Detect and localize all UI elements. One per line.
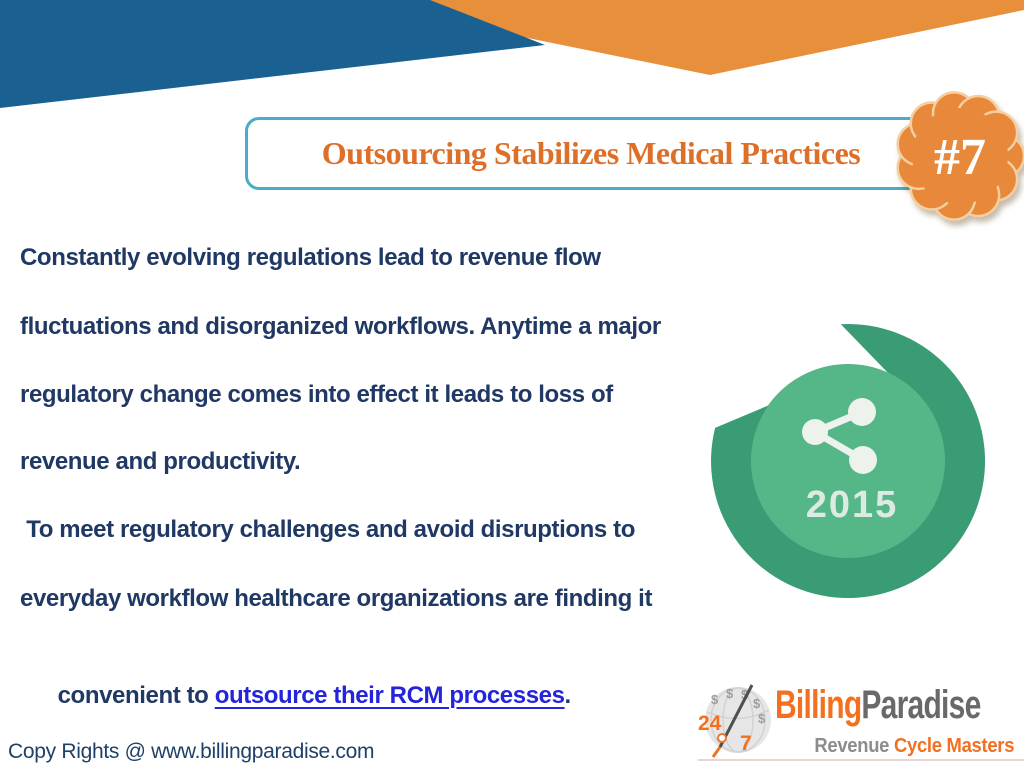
brand-billing: Billing: [775, 683, 862, 727]
clock-pivot: [717, 733, 727, 743]
hours-24-label: 24: [698, 712, 722, 735]
number-badge: #7: [896, 91, 1024, 221]
brand-tagline: Revenue Cycle Masters: [814, 735, 1014, 758]
body-line-4: revenue and productivity.: [20, 448, 301, 475]
badge-number-label: #7: [934, 129, 986, 186]
year-roundel: 2015: [711, 324, 986, 599]
body-line-6: everyday workflow healthcare organizatio…: [20, 585, 653, 612]
rcm-processes-link[interactable]: outsource their RCM processes: [214, 682, 565, 709]
banner-orange-shape: [340, 0, 1024, 75]
page-title: Outsourcing Stabilizes Medical Practices: [321, 135, 861, 171]
body-line-2: fluctuations and disorganized workflows.…: [20, 313, 661, 340]
tagline-revenue: Revenue: [814, 735, 894, 757]
body-line-7-suffix: .: [564, 682, 572, 709]
logo-underline: [698, 759, 1024, 761]
brand-wordmark: BillingParadise: [775, 683, 981, 728]
share-icon: [802, 398, 877, 474]
cloud-badge-icon: #7: [896, 91, 1024, 221]
banner-blue-shape: [0, 0, 545, 108]
dollar-glyph: $: [741, 687, 749, 702]
globe-clock-icon: $ $ $ $ $ 24 7: [698, 684, 771, 758]
dollar-glyph: $: [726, 686, 734, 701]
dollar-glyph: $: [758, 711, 766, 726]
tagline-cycle-masters: Cycle Masters: [893, 735, 1014, 757]
brand-paradise: Paradise: [861, 683, 981, 727]
year-label: 2015: [806, 484, 899, 526]
body-line-7: convenient to outsource their RCM proces…: [20, 654, 572, 738]
dollar-glyph: $: [753, 696, 761, 711]
title-box: Outsourcing Stabilizes Medical Practices: [245, 117, 937, 190]
billingparadise-logo: $ $ $ $ $ 24 7 BillingParadise Revenue C…: [690, 675, 1024, 765]
copyright-text: Copy Rights @ www.billingparadise.com: [8, 740, 375, 763]
hours-7-label: 7: [740, 732, 752, 755]
body-line-3: regulatory change comes into effect it l…: [20, 381, 613, 408]
body-line-1: Constantly evolving regulations lead to …: [20, 244, 601, 271]
banner-graphic: [0, 0, 1024, 108]
body-line-5: To meet regulatory challenges and avoid …: [20, 516, 635, 543]
dollar-glyph: $: [711, 692, 719, 707]
roundel-inner-circle: [750, 364, 946, 560]
body-line-7-prefix: convenient to: [57, 682, 215, 709]
